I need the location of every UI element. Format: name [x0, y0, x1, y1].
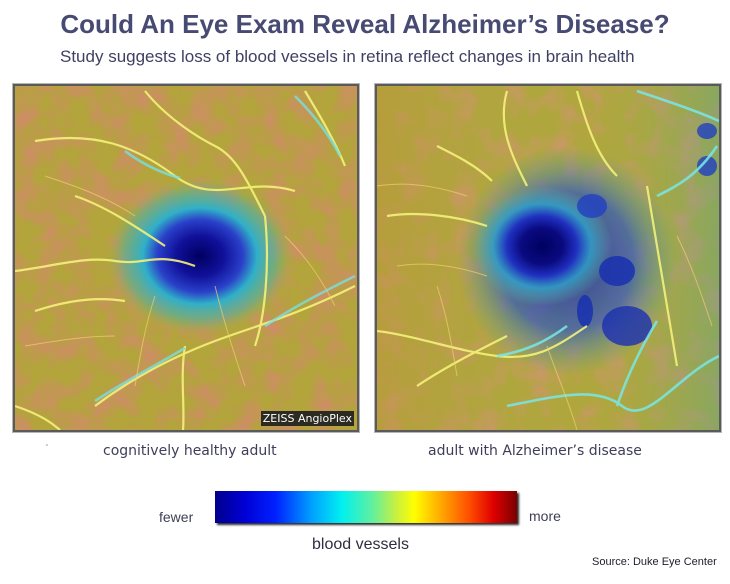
healthy-retina-image: ZEISS AngioPlex: [12, 83, 360, 433]
legend-low-label: fewer: [159, 509, 194, 525]
page-subtitle: Study suggests loss of blood vessels in …: [60, 47, 635, 66]
healthy-caption: cognitively healthy adult: [103, 443, 277, 459]
zeiss-watermark: ZEISS AngioPlex: [260, 411, 354, 426]
alzheimers-retina-image: [374, 83, 722, 433]
stray-mark: [46, 444, 48, 446]
alzheimers-caption: adult with Alzheimer’s disease: [428, 443, 642, 459]
source-credit: Source: Duke Eye Center: [592, 556, 717, 568]
legend-high-label: more: [529, 508, 561, 524]
page-title: Could An Eye Exam Reveal Alzheimer’s Dis…: [60, 9, 670, 39]
blood-vessel-colorbar: [215, 491, 517, 523]
legend-title: blood vessels: [312, 536, 409, 553]
